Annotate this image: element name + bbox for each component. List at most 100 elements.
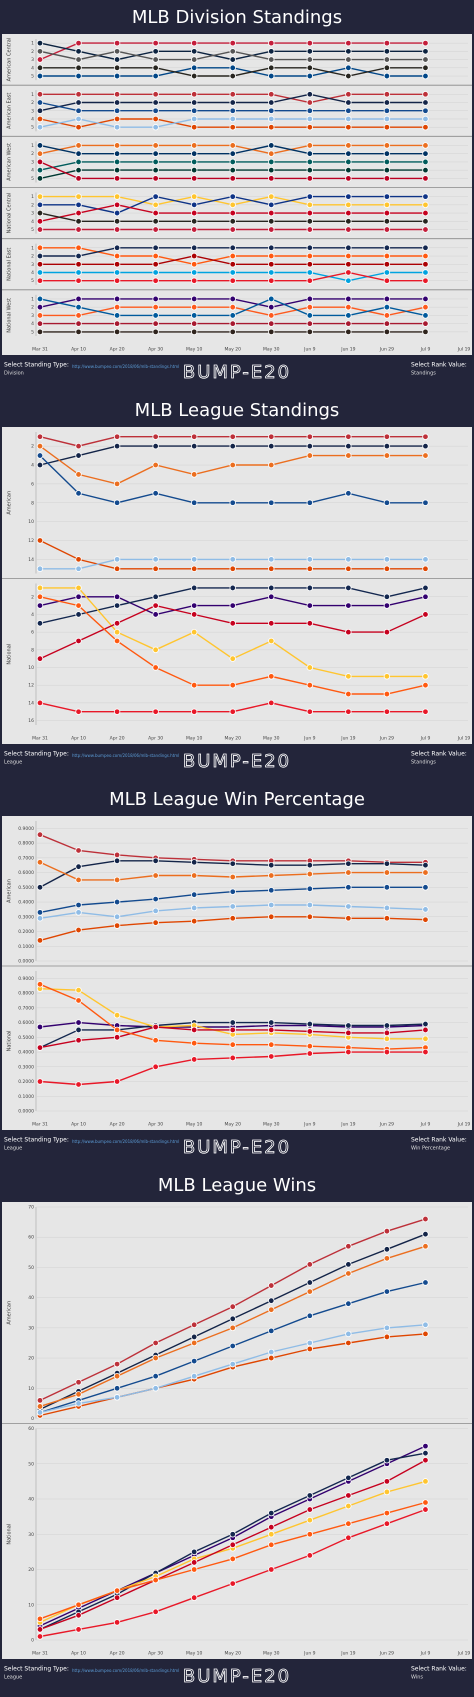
team-marker: [306, 269, 314, 276]
y-tick-label: 4: [31, 612, 34, 618]
y-tick-label: 30: [28, 1325, 34, 1331]
team-marker: [36, 277, 44, 284]
team-marker: [229, 166, 236, 174]
standing-type-value[interactable]: League: [4, 1146, 22, 1152]
team-marker: [113, 1078, 121, 1085]
standing-type-value[interactable]: League: [4, 760, 22, 766]
team-marker: [422, 862, 429, 869]
y-tick-label: 1: [31, 296, 34, 302]
team-marker: [306, 150, 314, 157]
x-tick-label: May 20: [224, 1651, 241, 1657]
source-link[interactable]: http://www.bumpeo.com/2018/06/mlb-standi…: [72, 1668, 179, 1673]
team-marker: [113, 1360, 121, 1368]
team-marker: [268, 1531, 275, 1538]
team-marker: [152, 433, 159, 440]
y-tick-label: 0.3000: [18, 1064, 34, 1070]
standing-type-value[interactable]: League: [4, 1675, 22, 1681]
team-marker: [383, 860, 391, 867]
team-marker: [36, 209, 44, 217]
y-tick-label: 5: [31, 125, 34, 131]
team-marker: [75, 64, 82, 72]
team-marker: [422, 218, 429, 225]
y-tick-label: 4: [31, 65, 34, 71]
y-tick-label: 0.9000: [18, 826, 34, 832]
team-marker: [36, 461, 44, 469]
team-marker: [268, 1297, 275, 1304]
team-marker: [113, 320, 121, 327]
x-tick-label: Apr 30: [148, 347, 163, 353]
rank-value-value[interactable]: Wins: [411, 1675, 423, 1681]
team-marker: [229, 1360, 236, 1368]
team-marker: [422, 64, 429, 72]
source-link[interactable]: http://www.bumpeo.com/2018/06/mlb-standi…: [72, 753, 179, 758]
team-marker: [383, 115, 391, 123]
team-marker: [422, 320, 429, 327]
team-marker: [229, 708, 236, 715]
team-marker: [152, 175, 159, 182]
team-marker: [229, 328, 236, 336]
standing-type-value[interactable]: Division: [4, 371, 24, 377]
team-marker: [229, 64, 236, 72]
team-marker: [113, 499, 121, 506]
team-marker: [36, 166, 44, 174]
team-marker: [422, 48, 429, 55]
y-tick-label: 0.7000: [18, 855, 34, 861]
team-marker: [152, 907, 159, 915]
x-tick-label: Jun 9: [303, 736, 315, 742]
source-link[interactable]: http://www.bumpeo.com/2018/06/mlb-standi…: [72, 364, 179, 369]
y-tick-label: 3: [31, 159, 34, 165]
panel-label: American: [7, 1301, 13, 1325]
team-marker: [229, 175, 236, 182]
x-tick-label: Jun 9: [303, 347, 315, 353]
team-marker: [113, 628, 121, 636]
team-marker: [345, 226, 352, 233]
team-marker: [306, 1516, 314, 1524]
y-tick-label: 0.1000: [18, 944, 34, 950]
team-marker: [190, 320, 198, 327]
team-marker: [36, 91, 44, 98]
team-marker: [152, 593, 159, 600]
team-marker: [190, 226, 198, 233]
team-marker: [190, 682, 198, 689]
rank-value-value[interactable]: Win Percentage: [411, 1146, 450, 1152]
team-marker: [190, 142, 198, 149]
team-marker: [383, 690, 391, 698]
team-marker: [268, 64, 275, 72]
y-tick-label: 1: [31, 194, 34, 200]
team-marker: [306, 48, 314, 55]
team-marker: [75, 611, 82, 618]
team-marker: [75, 1626, 82, 1633]
rank-value-value[interactable]: Standings: [411, 371, 436, 377]
team-marker: [152, 295, 159, 303]
y-tick-label: 3: [31, 108, 34, 114]
team-marker: [229, 295, 236, 303]
panel-label: National East: [7, 248, 13, 281]
team-marker: [75, 1026, 82, 1034]
team-marker: [152, 1608, 159, 1615]
team-marker: [190, 471, 198, 478]
x-tick-label: May 20: [224, 736, 241, 742]
team-marker: [36, 142, 44, 149]
team-marker: [190, 1026, 198, 1034]
team-marker: [422, 593, 429, 600]
team-marker: [422, 1243, 429, 1250]
team-marker: [422, 193, 429, 200]
team-marker: [268, 1327, 275, 1335]
team-marker: [306, 1279, 314, 1286]
team-marker: [268, 1348, 275, 1356]
rank-value-value[interactable]: Standings: [411, 760, 436, 766]
team-marker: [422, 72, 429, 80]
team-marker: [190, 175, 198, 182]
team-marker: [190, 244, 198, 251]
x-tick-label: Jul 19: [457, 1651, 471, 1657]
team-marker: [113, 91, 121, 98]
source-link[interactable]: http://www.bumpeo.com/2018/06/mlb-standi…: [72, 1139, 179, 1144]
team-marker: [422, 244, 429, 251]
team-marker: [75, 124, 82, 131]
team-marker: [113, 1587, 121, 1594]
panel-label: American Central: [7, 38, 13, 82]
x-tick-label: Apr 30: [148, 1651, 163, 1657]
y-tick-label: 0.1000: [18, 1094, 34, 1100]
team-marker: [383, 320, 391, 327]
